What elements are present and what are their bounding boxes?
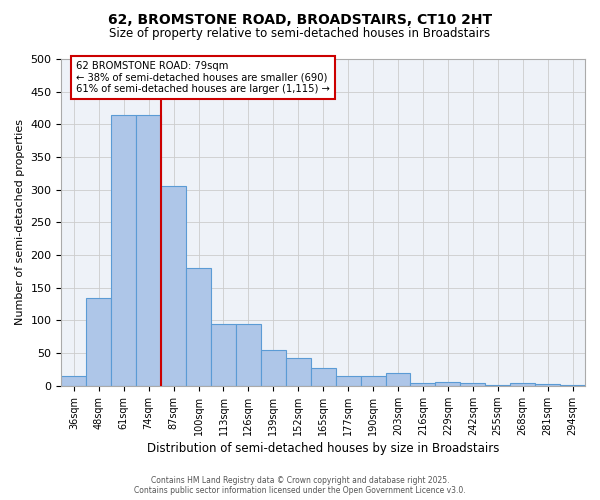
Y-axis label: Number of semi-detached properties: Number of semi-detached properties — [15, 120, 25, 326]
Bar — [485, 385, 510, 386]
Bar — [335, 376, 361, 386]
Text: Size of property relative to semi-detached houses in Broadstairs: Size of property relative to semi-detach… — [109, 28, 491, 40]
X-axis label: Distribution of semi-detached houses by size in Broadstairs: Distribution of semi-detached houses by … — [147, 442, 499, 455]
Bar — [111, 114, 136, 386]
Bar — [410, 382, 436, 386]
Text: 62 BROMSTONE ROAD: 79sqm
← 38% of semi-detached houses are smaller (690)
61% of : 62 BROMSTONE ROAD: 79sqm ← 38% of semi-d… — [76, 61, 330, 94]
Bar — [286, 358, 311, 386]
Bar — [460, 382, 485, 386]
Bar — [136, 114, 161, 386]
Bar — [386, 373, 410, 386]
Bar — [186, 268, 211, 386]
Bar — [86, 298, 111, 386]
Bar — [261, 350, 286, 386]
Bar — [361, 376, 386, 386]
Bar — [510, 383, 535, 386]
Bar — [211, 324, 236, 386]
Text: Contains HM Land Registry data © Crown copyright and database right 2025.
Contai: Contains HM Land Registry data © Crown c… — [134, 476, 466, 495]
Text: 62, BROMSTONE ROAD, BROADSTAIRS, CT10 2HT: 62, BROMSTONE ROAD, BROADSTAIRS, CT10 2H… — [108, 12, 492, 26]
Bar — [560, 384, 585, 386]
Bar — [61, 376, 86, 386]
Bar — [311, 368, 335, 386]
Bar — [436, 382, 460, 386]
Bar — [161, 186, 186, 386]
Bar — [236, 324, 261, 386]
Bar — [535, 384, 560, 386]
